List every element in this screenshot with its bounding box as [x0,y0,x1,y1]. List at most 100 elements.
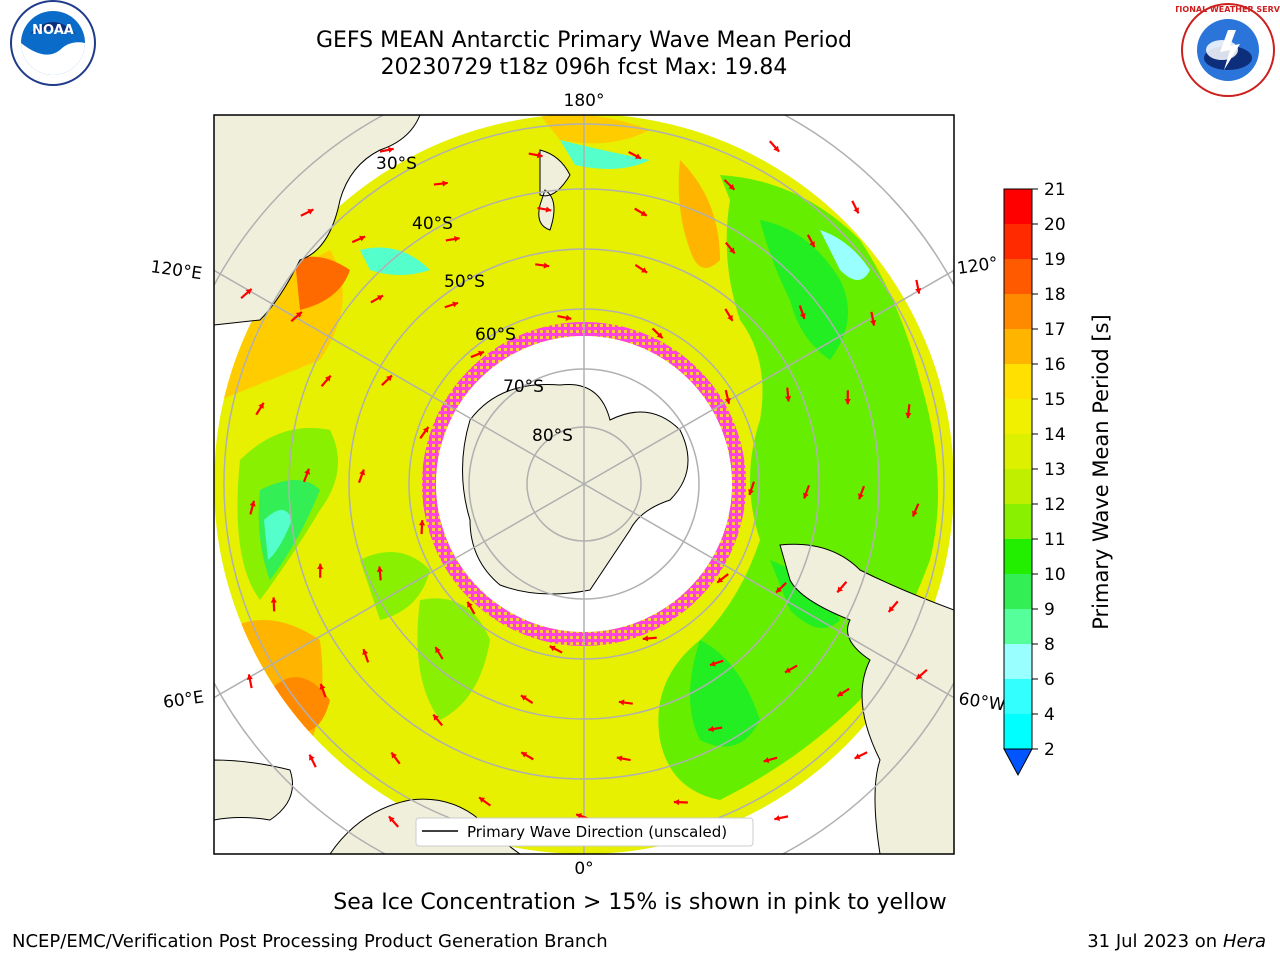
arrow-head [809,241,815,248]
arrow-head [799,312,806,319]
arrow-head [565,314,572,321]
colorbar-tick-label: 17 [1044,320,1066,340]
colorbar-tick-label: 15 [1044,390,1066,410]
arrow-head [724,398,731,404]
arrow-head [640,210,647,216]
arrow-head [844,399,851,405]
colorbar: 21 20 19 18 17 16 15 14 13 12 11 10 9 8 6 4 2 [1003,180,1066,777]
colorbar-tick-label: 21 [1044,180,1066,200]
arrow-head [521,752,528,758]
arrow-head [309,754,315,761]
arrow-head [325,375,331,382]
arrow-head [543,262,550,269]
arrow-head [452,301,459,308]
footer-machine: Hera [1222,931,1266,952]
arrow-head [785,396,792,402]
lat-label-80s: 80°S [532,426,573,446]
arrow-head [258,402,264,409]
arrow-head [576,813,583,819]
colorbar-tick-label: 6 [1044,670,1055,690]
arrow-head [388,146,394,153]
colorbar-segment [1004,504,1032,539]
land-south-america [779,543,954,854]
colorbar-tick-label: 12 [1044,495,1066,515]
land-africa [214,115,421,326]
arrow-head [717,576,724,583]
colorbar-label: Primary Wave Mean Period [s] [1089,314,1113,630]
chart-subtitle: 20230729 t18z 096h fcst Max: 19.84 [380,55,788,80]
sea-ice-caption: Sea Ice Concentration > 15% is shown in … [333,890,947,915]
arrow-head [295,312,302,318]
arrow-head [763,757,770,764]
nws-logo-text: NATIONAL WEATHER SERVICE [1176,5,1280,14]
arrow-head [837,586,843,593]
arrow-head [773,145,780,152]
map-legend: Primary Wave Direction (unscaled) [415,817,754,847]
arrow-head [317,563,324,569]
colorbar-tick-label: 10 [1044,565,1066,585]
arrow-head [270,597,277,603]
legend-label: Primary Wave Direction (unscaled) [467,823,727,841]
colorbar-segment [1004,574,1032,609]
arrow-head [905,412,912,419]
arrow-head [774,815,780,822]
lon-label-60e: 60°E [162,687,205,712]
colorbar-tick-label: 2 [1044,740,1055,760]
lat-label-40s: 40°S [412,214,453,234]
lon-label-0: 0° [574,859,593,879]
arrow-head [433,714,439,721]
colorbar-segment [1004,644,1032,679]
arrow-head [454,235,460,243]
colorbar-segment [1004,364,1032,399]
arrow-head [362,649,369,656]
arrow-head [536,152,543,159]
colorbar-segment [1004,609,1032,644]
chart-title: GEFS MEAN Antarctic Primary Wave Mean Pe… [315,28,853,53]
lon-label-180: 180° [564,91,605,111]
arrow-head [319,683,326,690]
lat-label-30s: 30°S [376,154,417,174]
arrow-head [912,510,918,517]
arrow-head [478,350,484,357]
colorbar-tick-label: 20 [1044,215,1066,235]
arrow-head [854,753,861,759]
land-madagascar [214,759,293,821]
arrow-head [618,699,625,706]
colorbar-tick-label: 19 [1044,250,1066,270]
arrow-head [728,183,735,190]
colorbar-segment [1004,329,1032,364]
nws-logo: NATIONAL WEATHER SERVICE [1176,3,1280,97]
arrow-head [616,755,623,762]
arrow-head [837,690,844,697]
arrow-head [479,797,486,803]
footer-date: 31 Jul 2023 on Hera [1087,931,1266,952]
arrow-head [545,206,552,213]
arrow-head [307,209,314,215]
arrow-head [727,314,733,321]
colorbar-segment [1004,679,1032,714]
colorbar-segment [1004,189,1032,224]
arrow-head [442,180,448,187]
arrow-head [435,647,441,654]
graticule-longitude [214,115,954,854]
colorbar-tick-label: 11 [1044,530,1066,550]
arrow-head [857,493,864,500]
arrow-head [520,695,527,701]
colorbar-segment [1004,539,1032,574]
arrow-head [391,752,397,759]
arrow-head [386,375,392,382]
colorbar-segment [1004,434,1032,469]
colorbar-tick-label: 14 [1044,425,1066,445]
arrow-head [916,673,923,680]
arrow-head [709,660,716,667]
noaa-logo-text: NOAA [32,23,74,38]
colorbar-extend-arrow [1003,748,1033,777]
footer-credit: NCEP/EMC/Verification Post Processing Pr… [12,931,608,952]
arrow-head [377,295,384,301]
colorbar-tick-label: 18 [1044,285,1066,305]
arrow-head [246,674,253,680]
colorbar-tick-label: 9 [1044,600,1055,620]
lat-label-60s: 60°S [475,325,516,345]
arrow-head [549,645,556,652]
